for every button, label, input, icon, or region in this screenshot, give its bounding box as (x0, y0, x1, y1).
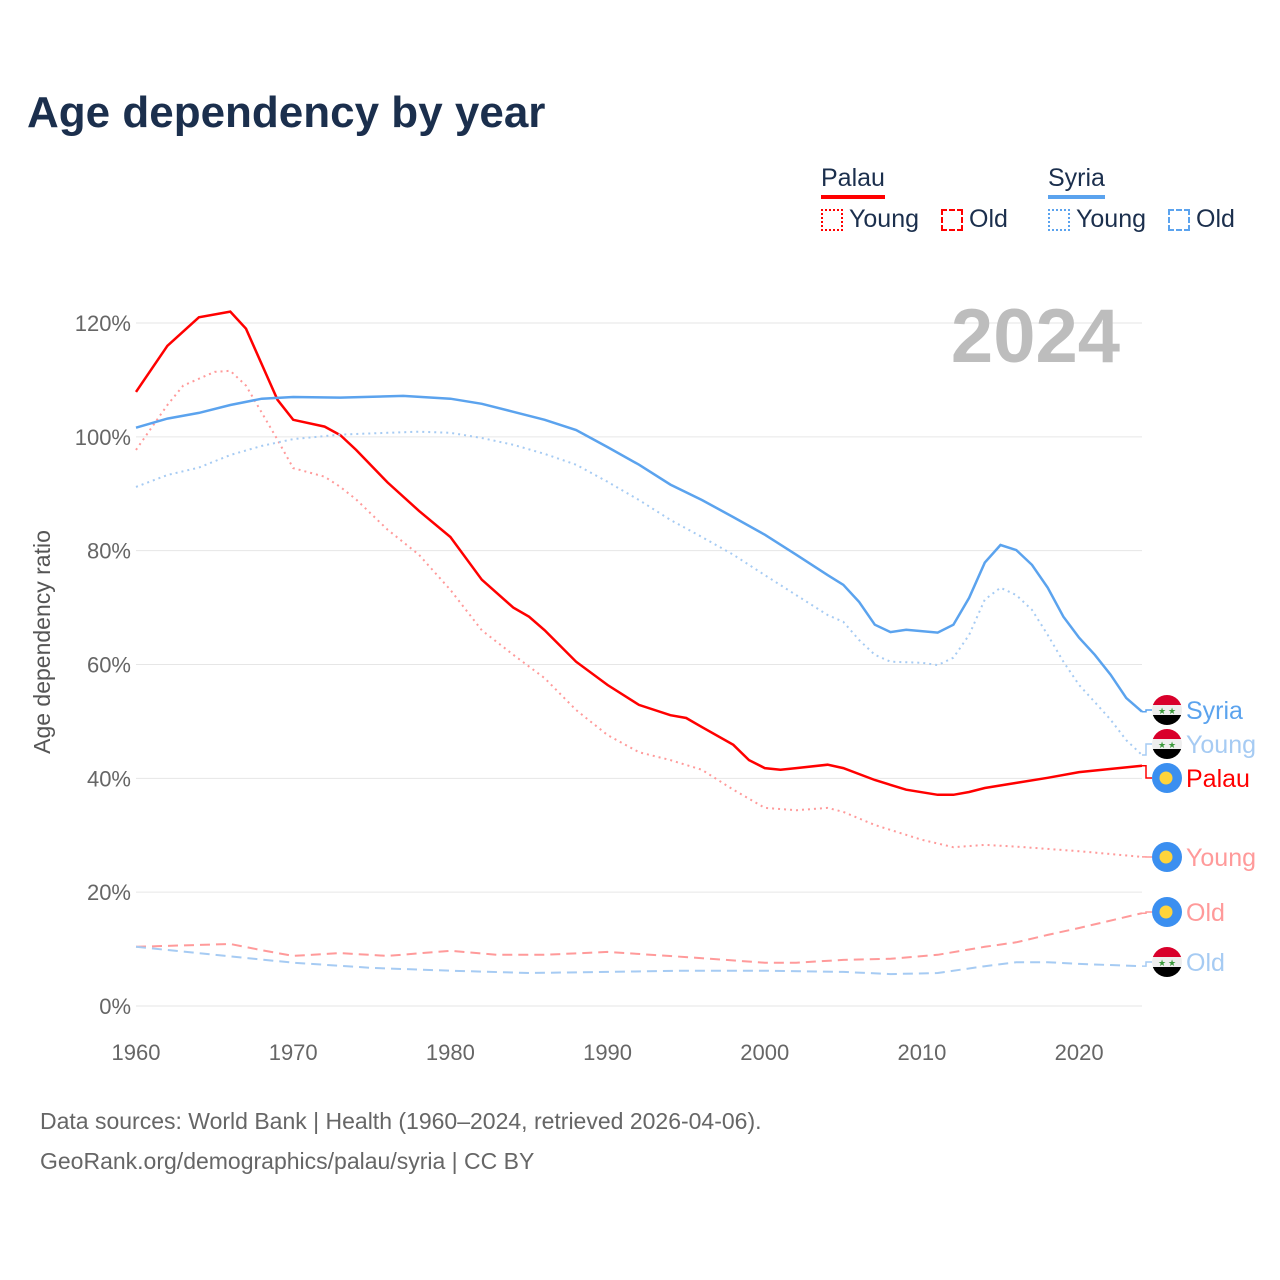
y-tick-label: 100% (75, 425, 131, 450)
x-tick-label: 1960 (112, 1040, 161, 1065)
legend-label: Old (969, 205, 1008, 233)
x-tick-label: 1980 (426, 1040, 475, 1065)
palau-flag-icon (1152, 842, 1182, 872)
svg-text:★: ★ (1168, 740, 1176, 750)
y-tick-label: 60% (87, 653, 131, 678)
dashed-swatch-icon (1168, 208, 1190, 231)
series-line-syria (135, 394, 1143, 713)
end-label: Young (1186, 731, 1256, 759)
label-connector (1142, 911, 1152, 914)
y-tick-label: 120% (75, 311, 131, 336)
syria-flag-icon: ★ ★ (1152, 947, 1182, 977)
svg-text:★: ★ (1158, 740, 1166, 750)
legend-palau-old: Old (941, 205, 1008, 234)
x-tick-label: 2020 (1055, 1040, 1104, 1065)
legend-label: Young (1076, 205, 1146, 233)
syria-flag-icon: ★ ★ (1152, 695, 1182, 725)
series-line-palau-old (135, 912, 1143, 964)
end-label: Old (1186, 949, 1225, 977)
legend-palau-young: Young (821, 205, 919, 234)
label-connector (1142, 743, 1152, 756)
syria-flag-icon: ★ ★ (1152, 729, 1182, 759)
x-tick-label: 2010 (897, 1040, 946, 1065)
dotted-swatch-icon (821, 208, 843, 231)
chart-title: Age dependency by year (27, 88, 546, 137)
svg-text:★: ★ (1158, 706, 1166, 716)
y-tick-label: 0% (99, 994, 131, 1019)
svg-text:★: ★ (1168, 706, 1176, 716)
legend-syria-title: Syria (1048, 164, 1105, 199)
dotted-swatch-icon (1048, 208, 1070, 231)
y-axis-label: Age dependency ratio (29, 530, 55, 754)
series-line-syria-old (135, 945, 1143, 976)
x-tick-label: 2000 (740, 1040, 789, 1065)
line-chart: 0% 20% 40% 60% 80% 100% 120% 1960 1970 1980 1990 20… (29, 294, 1256, 1065)
dashed-swatch-icon (941, 208, 963, 231)
legend-syria-old: Old (1168, 205, 1235, 234)
legend-palau-title: Palau (821, 164, 885, 199)
x-tick-label: 1970 (269, 1040, 318, 1065)
footer-sources: Data sources: World Bank | Health (1960–… (40, 1108, 762, 1134)
legend-syria-young: Young (1048, 205, 1146, 234)
label-connector (1142, 961, 1152, 967)
label-connector (1142, 709, 1152, 713)
end-label: Old (1186, 899, 1225, 927)
series-line-palau (134, 310, 1143, 797)
y-tick-label: 40% (87, 766, 131, 791)
svg-text:★: ★ (1158, 958, 1166, 968)
footer-url: GeoRank.org/demographics/palau/syria | C… (40, 1148, 535, 1174)
palau-flag-icon (1152, 897, 1182, 927)
year-label: 2024 (951, 294, 1120, 379)
legend-label: Young (849, 205, 919, 233)
series-line-palau-young (135, 369, 1143, 858)
svg-text:★: ★ (1168, 958, 1176, 968)
end-label: Syria (1186, 697, 1243, 725)
legend-label: Old (1196, 205, 1235, 233)
y-tick-label: 20% (87, 880, 131, 905)
x-tick-label: 1990 (583, 1040, 632, 1065)
label-connector (1142, 765, 1152, 779)
y-tick-label: 80% (87, 539, 131, 564)
palau-flag-icon (1152, 763, 1182, 793)
end-label: Young (1186, 844, 1256, 872)
series-line-syria-young (135, 430, 1143, 756)
end-label: Palau (1186, 765, 1250, 793)
